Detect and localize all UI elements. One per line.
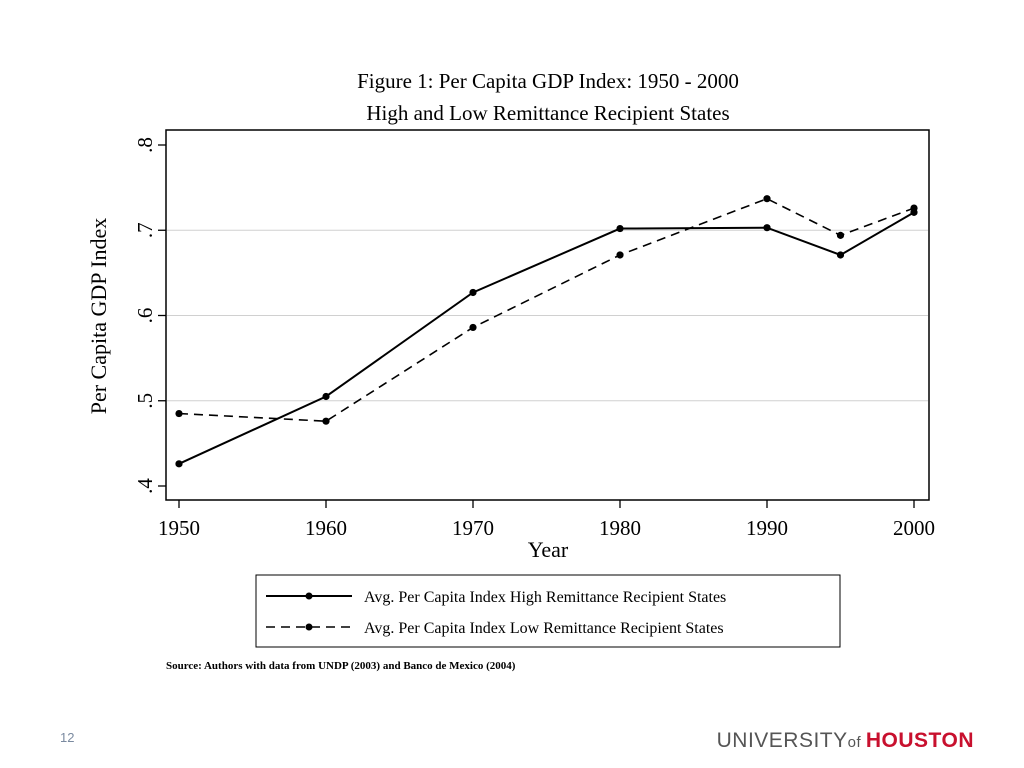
data-point-low xyxy=(763,195,771,203)
y-axis: .4 .5 .6 .7 .8 xyxy=(133,137,166,494)
data-point-high xyxy=(175,460,183,468)
x-tick-label: 2000 xyxy=(893,516,935,540)
y-axis-label: Per Capita GDP Index xyxy=(86,218,111,415)
legend-label-high: Avg. Per Capita Index High Remittance Re… xyxy=(364,589,726,606)
gridlines xyxy=(167,229,928,402)
y-tick-label: .8 xyxy=(133,137,157,153)
x-tick-label: 1950 xyxy=(158,516,200,540)
brand-prefix: UNIVERSITY xyxy=(716,729,848,752)
data-point-low xyxy=(322,417,330,425)
data-point-high xyxy=(469,288,477,297)
university-logo: UNIVERSITYof HOUSTON xyxy=(717,729,974,753)
data-point-low xyxy=(469,323,477,332)
legend-marker-high xyxy=(305,592,313,600)
series-line-high xyxy=(178,211,915,465)
data-point-high xyxy=(836,251,845,259)
y-tick-label: .6 xyxy=(133,308,157,324)
data-point-low xyxy=(175,409,183,418)
x-tick-label: 1970 xyxy=(452,516,494,540)
x-tick-label: 1980 xyxy=(599,516,641,540)
y-tick-label: .4 xyxy=(133,478,157,494)
series-line-low xyxy=(178,197,915,423)
legend-box xyxy=(255,574,841,648)
brand-of: of xyxy=(847,734,862,751)
data-point-high xyxy=(763,224,771,232)
source-note: Source: Authors with data from UNDP (200… xyxy=(166,660,516,672)
page-number: 12 xyxy=(60,730,75,745)
series-layer xyxy=(175,195,918,468)
legend-label-low: Avg. Per Capita Index Low Remittance Rec… xyxy=(364,620,724,637)
x-tick-label: 1990 xyxy=(746,516,788,540)
legend: Avg. Per Capita Index High Remittance Re… xyxy=(255,574,841,648)
chart-title: Figure 1: Per Capita GDP Index: 1950 - 2… xyxy=(357,69,739,93)
y-tick-label: .5 xyxy=(133,393,157,409)
data-point-low xyxy=(910,204,918,212)
x-axis-label: Year xyxy=(528,537,569,562)
data-point-high xyxy=(616,224,624,233)
data-point-low xyxy=(836,231,845,239)
data-point-low xyxy=(616,251,624,259)
chart-subtitle: High and Low Remittance Recipient States xyxy=(366,101,729,125)
y-tick-label: .7 xyxy=(133,222,157,238)
x-axis: 1950 1960 1970 1980 1990 2000 xyxy=(158,500,935,540)
brand-name: HOUSTON xyxy=(865,729,974,752)
data-point-high xyxy=(322,392,330,401)
legend-marker-low xyxy=(305,623,313,631)
x-tick-label: 1960 xyxy=(305,516,347,540)
